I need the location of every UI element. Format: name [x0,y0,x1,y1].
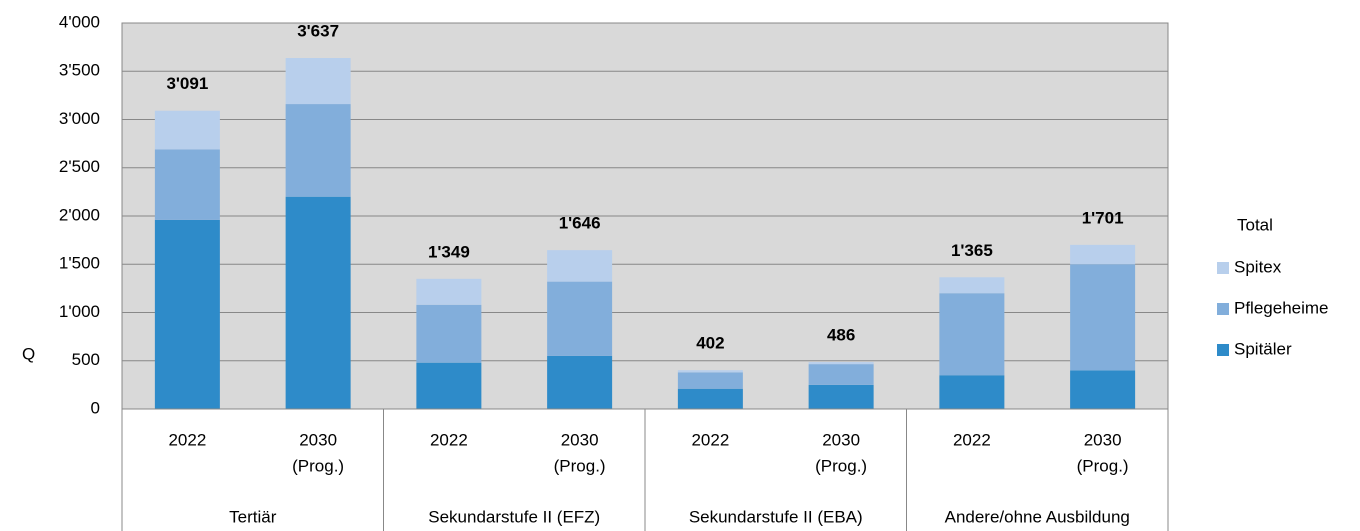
bar-segment [154,219,220,409]
x-tick-label: (Prog.) [292,456,344,475]
y-tick-label: 3'000 [59,109,100,128]
bar-segment [547,355,613,409]
total-label: 3'637 [297,22,339,41]
bar-segment [285,196,351,409]
y-tick-label: 500 [72,350,100,369]
bar-segment [285,104,351,197]
group-label: Andere/ohne Ausbildung [945,507,1130,526]
bar-segment [1070,370,1136,409]
bar-segment [808,384,874,409]
x-tick-label: 2022 [430,430,468,449]
bar-segment [677,372,743,389]
total-label: 3'091 [166,74,208,93]
x-tick-label: 2030 [1084,430,1122,449]
total-label: 1'349 [428,242,470,261]
legend-swatch [1217,262,1229,274]
total-label: 402 [696,334,724,353]
y-tick-label: 2'500 [59,157,100,176]
bar-segment [677,388,743,409]
bar-segment [677,370,743,373]
bar-segment [1070,264,1136,371]
group-label: Sekundarstufe II (EBA) [689,507,863,526]
legend-label: Pflegeheime [1234,298,1329,317]
bar-segment [939,293,1005,376]
bar-segment [416,304,482,363]
x-tick-label: 2022 [691,430,729,449]
group-label: Sekundarstufe II (EFZ) [428,507,600,526]
total-label: 1'365 [951,241,993,260]
x-tick-label: 2022 [168,430,206,449]
bar-segment [416,362,482,409]
y-tick-label: 3'500 [59,61,100,80]
total-label: 1'701 [1082,208,1124,227]
x-tick-label: (Prog.) [554,456,606,475]
x-tick-label: (Prog.) [815,456,867,475]
bar-segment [154,110,220,150]
y-tick-label: 1'500 [59,254,100,273]
bar-segment [547,281,613,356]
group-label: Tertiär [229,507,277,526]
bar-segment [808,362,874,365]
y-axis-label: Q [22,344,35,363]
x-tick-label: 2030 [299,430,337,449]
bar-segment [939,375,1005,409]
y-tick-label: 1'000 [59,302,100,321]
y-tick-label: 2'000 [59,205,100,224]
x-tick-label: 2030 [822,430,860,449]
x-tick-label: 2030 [561,430,599,449]
legend-swatch [1217,303,1229,315]
bar-segment [808,364,874,385]
bar-segment [547,250,613,282]
bar-segment [285,58,351,105]
bar-segment [939,277,1005,294]
legend-swatch [1217,344,1229,356]
legend-label: Spitex [1234,257,1282,276]
bar-segment [1070,244,1136,265]
bar-segment [416,278,482,305]
bar-segment [154,149,220,220]
legend-label: Spitäler [1234,339,1292,358]
total-label: 1'646 [559,214,601,233]
y-tick-label: 0 [91,398,100,417]
x-tick-label: 2022 [953,430,991,449]
x-tick-label: (Prog.) [1077,456,1129,475]
total-label: 486 [827,326,855,345]
legend-label: Total [1237,215,1273,234]
y-tick-label: 4'000 [59,12,100,31]
